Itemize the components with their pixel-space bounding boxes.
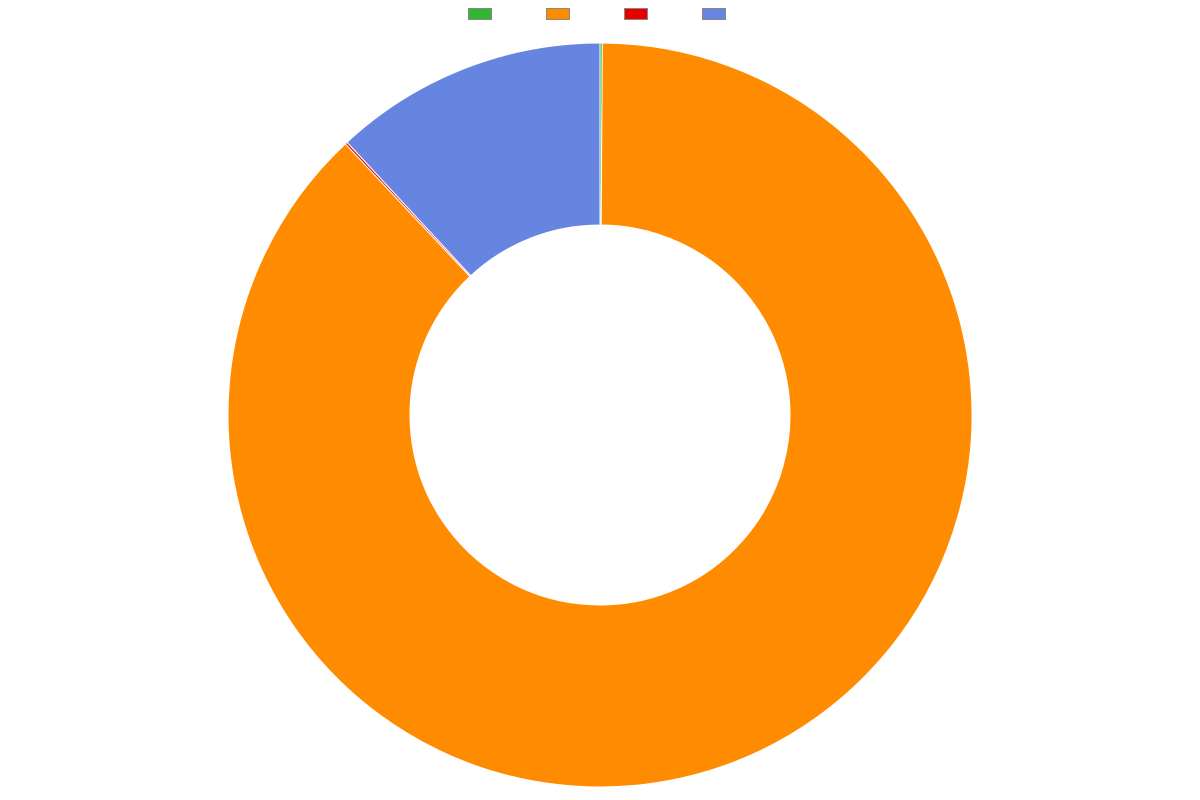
legend-item-3 [702,8,732,20]
legend-item-2 [624,8,654,20]
legend-item-0 [468,8,498,20]
legend-swatch-3 [702,8,726,20]
legend-swatch-1 [546,8,570,20]
donut-chart [0,30,1200,800]
legend-swatch-2 [624,8,648,20]
legend-item-1 [546,8,576,20]
chart-legend [0,8,1200,20]
legend-swatch-0 [468,8,492,20]
